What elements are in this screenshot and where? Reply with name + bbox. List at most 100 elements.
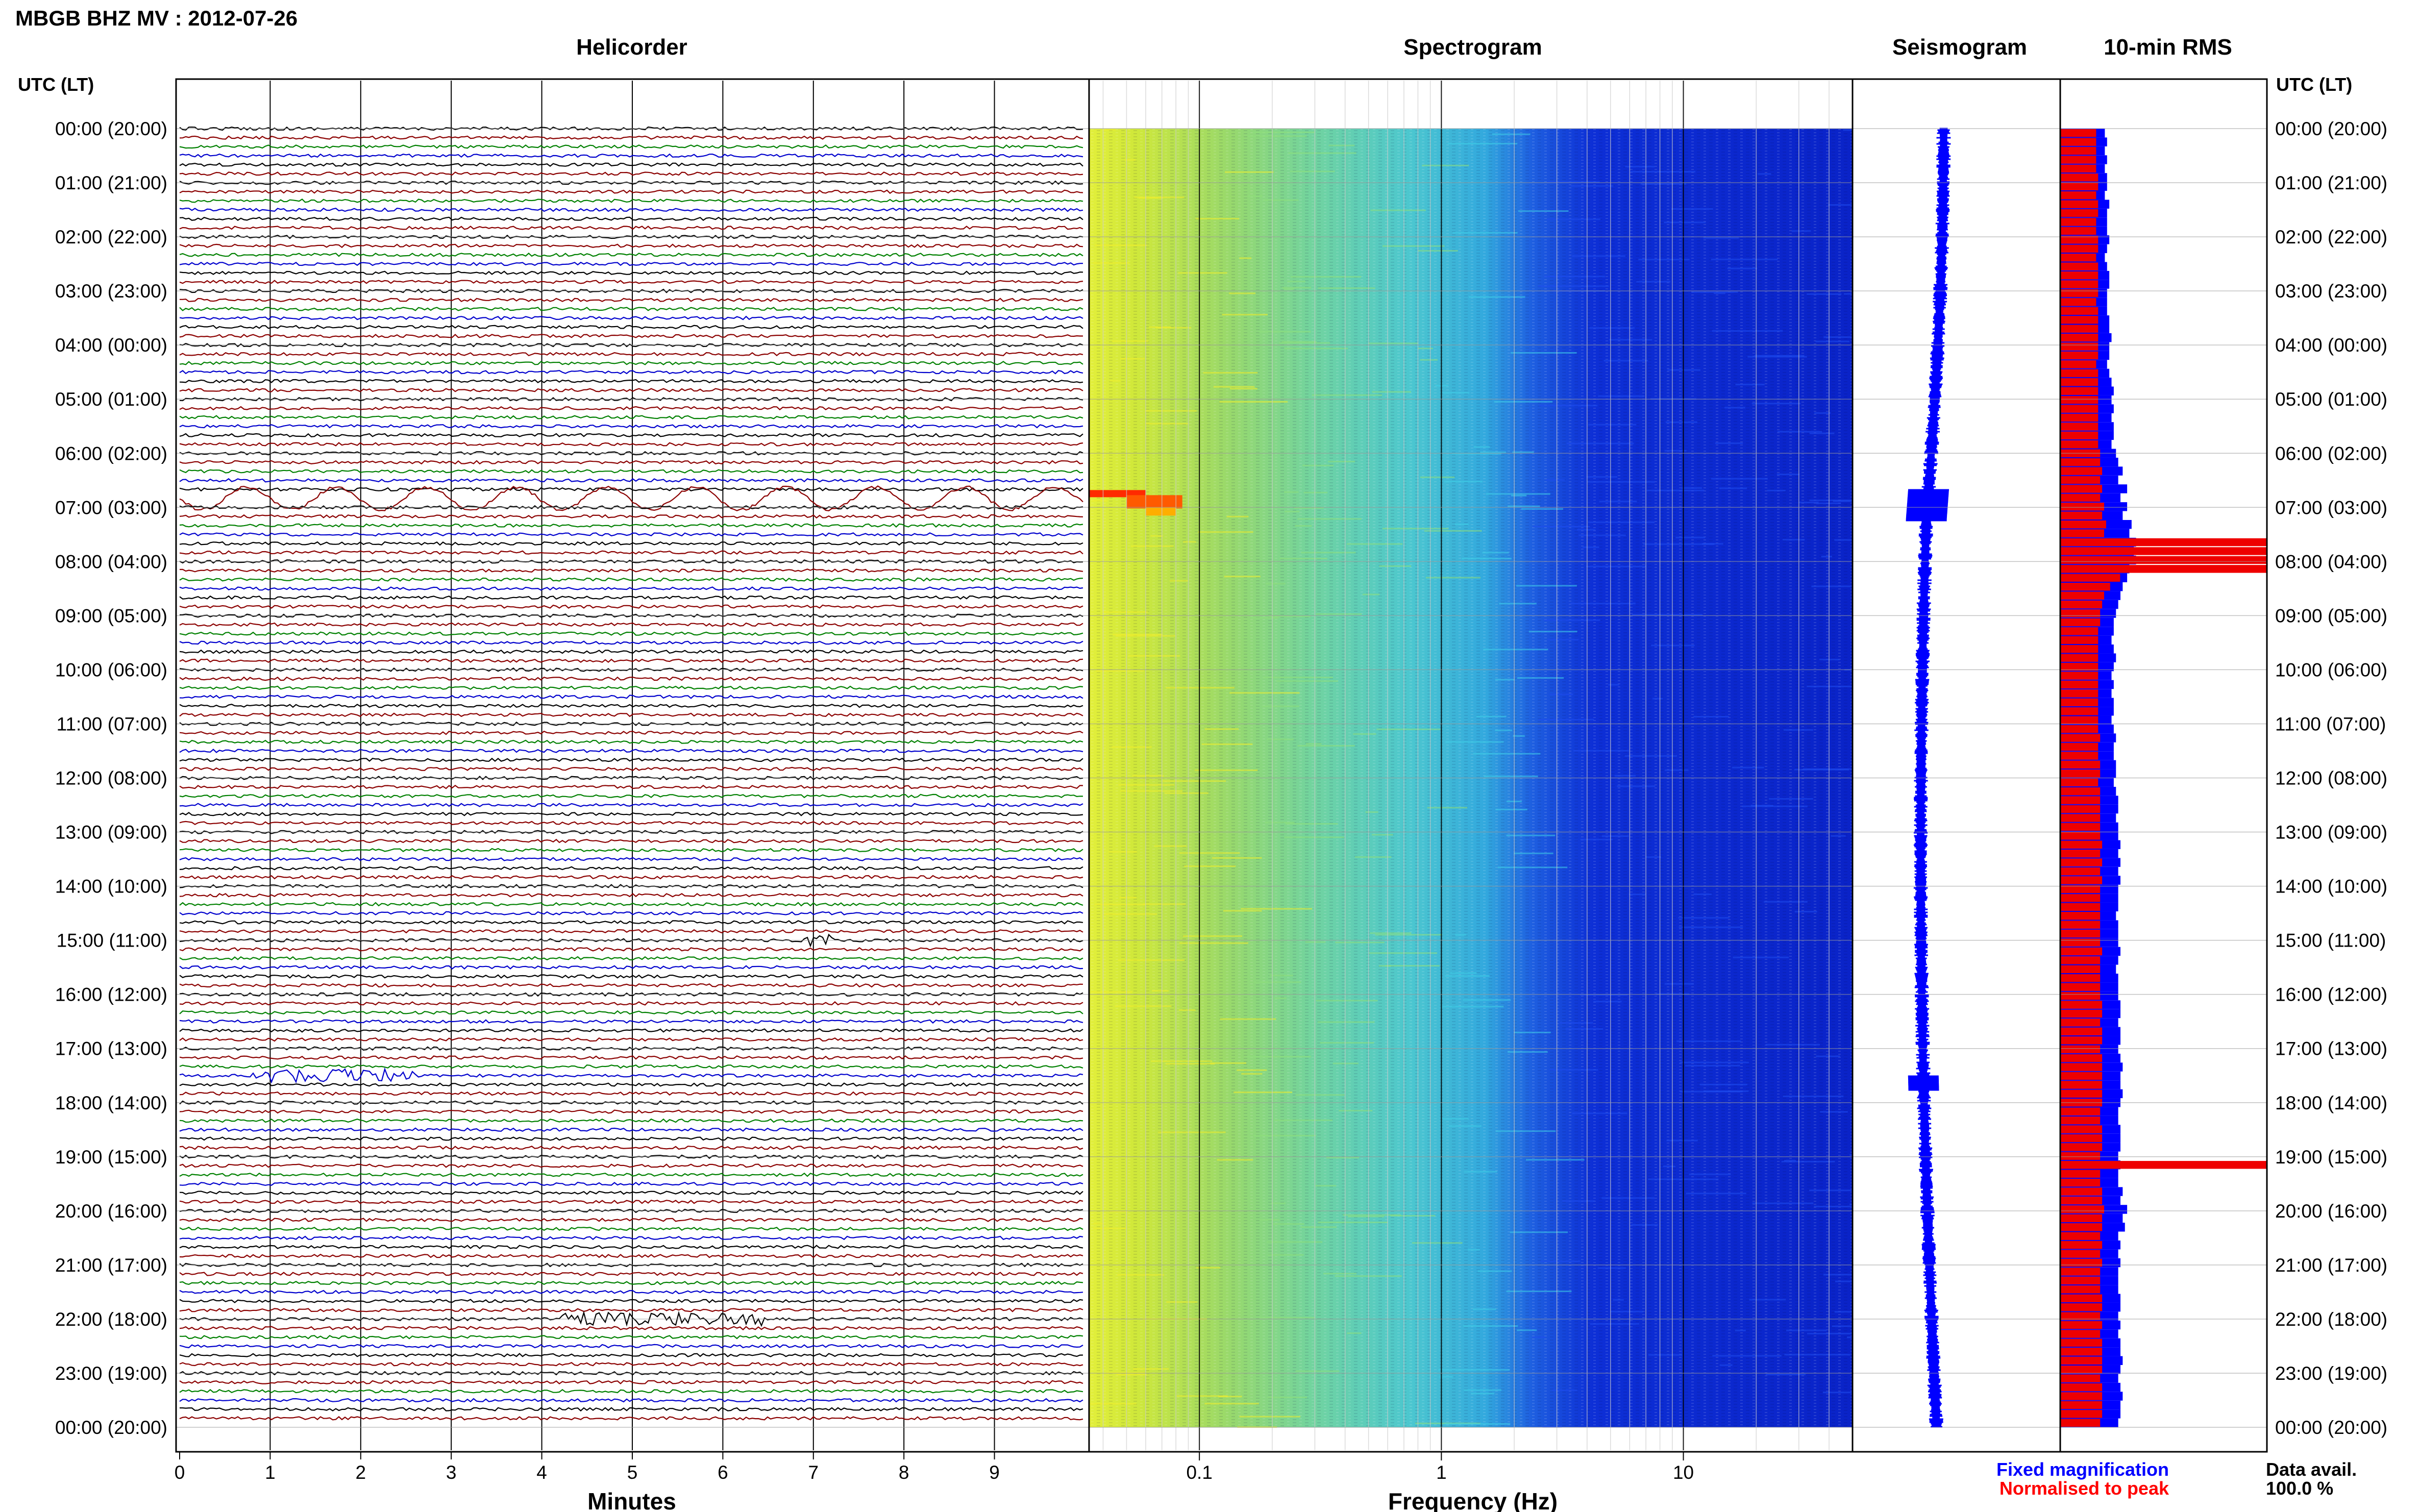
time-label-left: 00:00 (20:00)	[55, 1417, 167, 1438]
rms-bar-normalised	[2060, 538, 2267, 547]
rms-bar-normalised	[2060, 1205, 2105, 1213]
time-label-left: 22:00 (18:00)	[55, 1309, 167, 1330]
spectrogram-streak	[1170, 580, 1188, 582]
spectrogram-streak	[1699, 1083, 1747, 1085]
helicorder-trace	[179, 631, 1083, 636]
spectrogram-streak	[1155, 327, 1192, 329]
spectrogram-streak	[1506, 834, 1556, 836]
helicorder-trace	[179, 307, 1083, 311]
helicorder-trace	[179, 749, 1083, 753]
helicorder-trace	[179, 568, 1083, 573]
spectrogram-streak	[1420, 359, 1438, 361]
spectrogram-streak	[1686, 1193, 1746, 1195]
spectrogram-streak	[1204, 728, 1239, 730]
helicorder-trace	[179, 1019, 1083, 1024]
time-label-right: 17:00 (13:00)	[2275, 1038, 2387, 1059]
rms-bar-normalised	[2060, 1285, 2101, 1294]
spectrogram-streak	[1297, 518, 1362, 520]
spectrogram-streak	[1276, 680, 1338, 682]
spectrogram-streak	[1823, 1274, 1853, 1276]
spectrogram-streak	[1476, 715, 1507, 717]
spectrogram-streak	[1693, 715, 1729, 717]
helicorder-trace	[179, 730, 1083, 735]
spectrogram-streak	[1285, 510, 1300, 512]
helicorder-trace	[179, 315, 1083, 320]
time-label-left: 14:00 (10:00)	[55, 876, 167, 897]
helicorder-trace	[179, 1281, 1083, 1285]
helicorder-trace	[179, 803, 1083, 807]
rms-bar-normalised	[2060, 716, 2099, 724]
spectrogram-streak	[1212, 857, 1262, 859]
spectrogram-streak	[1375, 934, 1442, 936]
spectrogram-streak	[1567, 442, 1634, 444]
spectrogram-streak	[1290, 170, 1335, 172]
helicorder-tick-label: 2	[356, 1462, 366, 1483]
spectrogram-streak	[1823, 336, 1853, 338]
rms-bar-normalised	[2060, 1294, 2103, 1302]
spectrogram-streak	[1665, 421, 1697, 423]
helicorder-x-axis: 0 1 2 3 4 5 6 7 8 9	[175, 1452, 1000, 1483]
spectrogram-streak	[1095, 244, 1147, 246]
rms-bar-normalised	[2060, 849, 2101, 858]
time-label-left: 23:00 (19:00)	[55, 1363, 167, 1384]
time-label-right: 06:00 (02:00)	[2275, 443, 2387, 464]
spectrogram-streak	[1118, 784, 1175, 786]
rms-bar-normalised	[2060, 1223, 2103, 1231]
spectrogram-streak	[1624, 755, 1677, 757]
helicorder-trace	[179, 1109, 1083, 1114]
spectrogram-streak	[1462, 558, 1512, 560]
spectrogram-streak	[1281, 287, 1311, 289]
helicorder-trace	[179, 352, 1083, 357]
spectrogram-streak	[1118, 959, 1185, 961]
spectrogram-streak	[1835, 1280, 1853, 1282]
spectrogram-streak	[1265, 822, 1295, 824]
spectrogram-streak	[1112, 340, 1149, 342]
spectrogram-streak	[1613, 1299, 1624, 1301]
spectrogram-streak	[1378, 965, 1391, 967]
helicorder-trace	[179, 667, 1083, 672]
spectrogram-streak	[1266, 583, 1286, 585]
spectrogram-streak	[1521, 508, 1563, 510]
time-label-left: 09:00 (05:00)	[55, 605, 167, 626]
spectrogram-streak	[1750, 805, 1773, 807]
spectrogram-streak	[1198, 531, 1253, 533]
spectrogram-streak	[1241, 908, 1313, 910]
spectrogram-streak	[1598, 395, 1644, 397]
rms-bar-normalised	[2060, 316, 2099, 324]
spectrogram-streak	[1179, 852, 1240, 854]
rms-bar-normalised	[2060, 1072, 2103, 1080]
helicorder-trace	[179, 135, 1083, 140]
rms-bar-normalised	[2060, 1392, 2103, 1400]
spectrogram-streak	[1328, 144, 1355, 146]
spectrogram-streak	[1711, 478, 1768, 480]
spectrogram-streak	[1448, 1125, 1482, 1127]
rms-bar-normalised	[2060, 476, 2101, 484]
rms-bar-normalised	[2060, 307, 2099, 315]
helicorder-trace	[179, 1253, 1083, 1258]
helicorder-trace	[179, 1361, 1083, 1367]
spectrogram-streak	[1579, 994, 1628, 996]
helicorder-trace	[179, 334, 1083, 338]
spectrogram-streak	[1151, 1060, 1213, 1062]
rms-bar-normalised	[2060, 698, 2099, 707]
spectrogram-streak	[1510, 1231, 1568, 1233]
helicorder-xlabel: Minutes	[587, 1488, 676, 1512]
helicorder-trace	[179, 388, 1083, 392]
spectrogram-streak	[1671, 208, 1713, 210]
spectrogram-streak	[1562, 1200, 1595, 1202]
time-label-right: 02:00 (22:00)	[2275, 227, 2387, 247]
rms-bar-normalised	[2060, 342, 2099, 351]
spectrogram-streak	[1179, 942, 1248, 944]
rms-title: 10-min RMS	[2104, 35, 2232, 60]
spectrogram-streak	[1288, 152, 1356, 154]
helicorder-trace	[179, 325, 1083, 330]
rms-bar-normalised	[2060, 1312, 2101, 1320]
spectrogram-streak	[1609, 339, 1652, 341]
spectrogram-streak	[1803, 768, 1853, 770]
spectrogram-streak	[1822, 1392, 1853, 1394]
time-label-right: 23:00 (19:00)	[2275, 1363, 2387, 1384]
helicorder-trace	[179, 974, 1083, 979]
spectrogram-streak	[1284, 491, 1299, 493]
spectrogram-streak	[1617, 785, 1656, 787]
helicorder-trace	[179, 595, 1083, 600]
